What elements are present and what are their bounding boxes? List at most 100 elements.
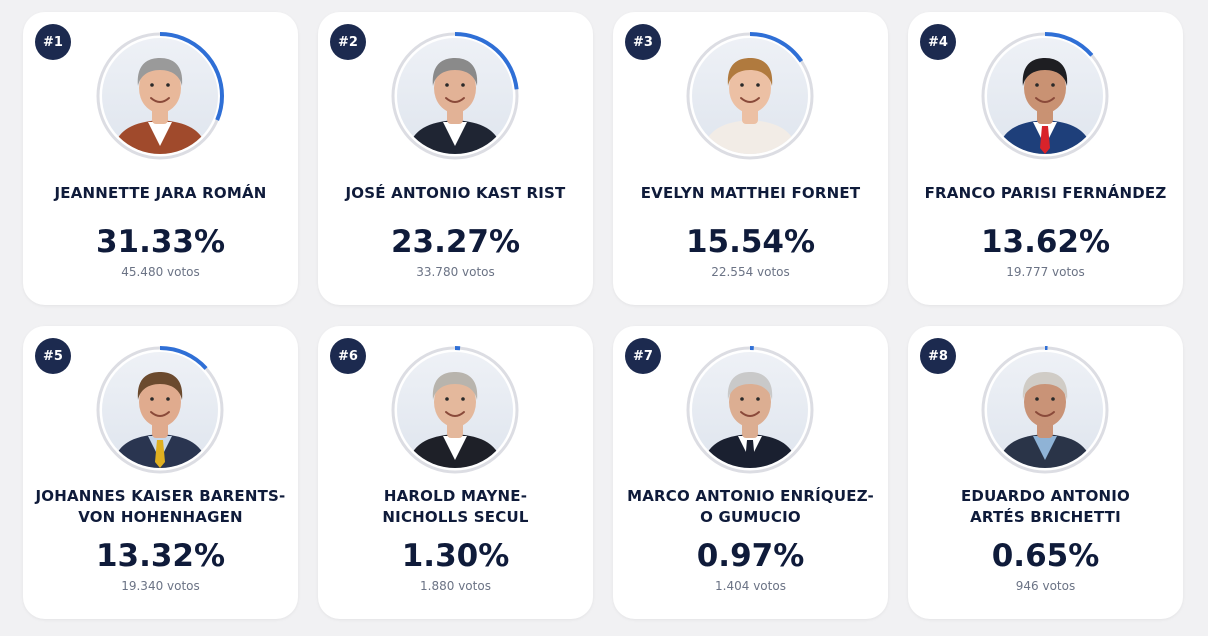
portrait-eye — [166, 83, 170, 87]
candidate-card[interactable]: #8 EDUARDO ANTONIO ARTÉS BRICHETTI 0.65%… — [908, 326, 1183, 619]
candidate-card[interactable]: #5 JOHANNES KAISER BARENTS-VON HOHENHAGE… — [23, 326, 298, 619]
candidate-card[interactable]: #2 JOSÉ ANTONIO KAST RIST 23.27% 33.780 … — [318, 12, 593, 305]
portrait-eye — [150, 397, 154, 401]
avatar — [686, 346, 814, 474]
portrait-hair — [137, 58, 183, 86]
rank-badge: #5 — [35, 338, 71, 374]
vote-share-ring — [391, 346, 519, 474]
portrait-head — [1024, 63, 1066, 113]
portrait-hair — [1022, 372, 1068, 400]
avatar — [686, 32, 814, 160]
vote-share-ring — [686, 32, 814, 160]
portrait-smile — [445, 97, 465, 103]
portrait-smile — [740, 97, 760, 103]
candidate-name: EVELYN MATTHEI FORNET — [640, 184, 861, 202]
portrait-eye — [756, 397, 760, 401]
rank-badge: #2 — [330, 24, 366, 60]
vote-share-arc — [96, 346, 224, 474]
portrait-tie — [745, 440, 755, 468]
portrait-smile — [740, 411, 760, 417]
vote-percentage: 13.62% — [980, 224, 1111, 260]
vote-count: 33.780 votos — [416, 265, 495, 279]
vote-share-ring — [981, 32, 1109, 160]
portrait-smile — [1035, 97, 1055, 103]
candidate-photo — [102, 38, 218, 154]
portrait-eye — [461, 397, 465, 401]
avatar — [96, 346, 224, 474]
portrait-hair — [727, 372, 773, 400]
portrait-head — [729, 63, 771, 113]
portrait-eye — [740, 83, 744, 87]
vote-percentage: 0.97% — [696, 538, 805, 574]
portrait-hair — [1022, 58, 1068, 86]
candidate-name: HAROLD MAYNE-NICHOLLS SECUL — [382, 487, 529, 526]
candidate-photo — [397, 352, 513, 468]
portrait-smile — [1035, 411, 1055, 417]
vote-share-arc — [391, 346, 519, 474]
candidate-card[interactable]: #3 EVELYN MATTHEI FORNET 15.54% 22.554 v… — [613, 12, 888, 305]
portrait-eye — [1035, 83, 1039, 87]
vote-percentage: 0.65% — [991, 538, 1100, 574]
vote-share-ring — [686, 346, 814, 474]
portrait-eye — [740, 397, 744, 401]
portrait-tie — [155, 440, 165, 468]
avatar — [96, 32, 224, 160]
vote-share-arc — [96, 32, 224, 160]
candidate-name: JOSÉ ANTONIO KAST RIST — [345, 184, 566, 202]
vote-share-arc — [981, 32, 1109, 160]
vote-percentage: 15.54% — [685, 224, 816, 260]
vote-share-ring — [391, 32, 519, 160]
portrait-head — [729, 377, 771, 427]
candidate-card[interactable]: #4 FRANCO PARISI FERNÁNDEZ 13.62% 19.777… — [908, 12, 1183, 305]
candidate-card[interactable]: #1 JEANNETTE JARA ROMÁN 31.33% 45.480 vo… — [23, 12, 298, 305]
portrait-shirt — [443, 122, 467, 146]
candidate-card[interactable]: #6 HAROLD MAYNE-NICHOLLS SECUL 1.30% 1.8… — [318, 326, 593, 619]
candidate-name: JOHANNES KAISER BARENTS-VON HOHENHAGEN — [35, 487, 286, 526]
vote-share-arc — [686, 32, 814, 160]
portrait-head — [434, 377, 476, 427]
portrait-smile — [150, 411, 170, 417]
candidate-photo — [987, 38, 1103, 154]
vote-percentage: 13.32% — [95, 538, 226, 574]
vote-count: 1.404 votos — [715, 579, 786, 593]
avatar — [981, 32, 1109, 160]
vote-percentage: 31.33% — [95, 224, 226, 260]
vote-share-ring — [96, 32, 224, 160]
portrait-eye — [461, 83, 465, 87]
candidate-photo — [692, 352, 808, 468]
vote-count: 22.554 votos — [711, 265, 790, 279]
rank-badge: #1 — [35, 24, 71, 60]
portrait-eye — [445, 83, 449, 87]
rank-badge: #4 — [920, 24, 956, 60]
portrait-eye — [166, 397, 170, 401]
rank-badge: #6 — [330, 338, 366, 374]
avatar — [981, 346, 1109, 474]
vote-share-ring — [981, 346, 1109, 474]
portrait-head — [434, 63, 476, 113]
portrait-smile — [445, 411, 465, 417]
portrait-head — [139, 377, 181, 427]
vote-count: 1.880 votos — [420, 579, 491, 593]
candidate-photo — [987, 352, 1103, 468]
portrait-shirt — [738, 122, 762, 146]
portrait-smile — [150, 97, 170, 103]
vote-share-ring — [96, 346, 224, 474]
portrait-eye — [1035, 397, 1039, 401]
vote-percentage: 1.30% — [401, 538, 510, 574]
vote-share-arc — [686, 346, 814, 474]
vote-count: 45.480 votos — [121, 265, 200, 279]
rank-badge: #7 — [625, 338, 661, 374]
vote-count: 19.777 votos — [1006, 265, 1085, 279]
portrait-eye — [1051, 397, 1055, 401]
rank-badge: #3 — [625, 24, 661, 60]
candidate-photo — [397, 38, 513, 154]
vote-share-arc — [981, 346, 1109, 474]
portrait-eye — [756, 83, 760, 87]
candidate-name: EDUARDO ANTONIO ARTÉS BRICHETTI — [960, 487, 1131, 526]
candidate-card[interactable]: #7 MARCO ANTONIO ENRÍQUEZ-O GUMUCIO 0.97… — [613, 326, 888, 619]
candidate-name: JEANNETTE JARA ROMÁN — [54, 184, 267, 202]
portrait-shirt — [443, 436, 467, 460]
candidate-photo — [102, 352, 218, 468]
candidate-name: FRANCO PARISI FERNÁNDEZ — [924, 184, 1167, 202]
vote-count: 946 votos — [1015, 579, 1076, 593]
